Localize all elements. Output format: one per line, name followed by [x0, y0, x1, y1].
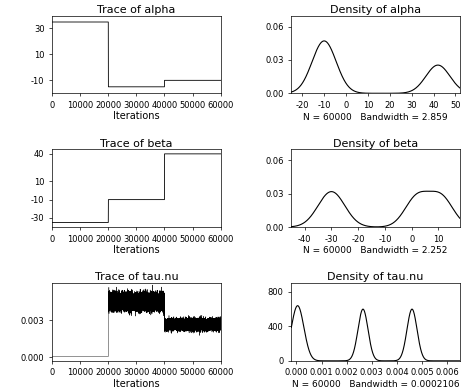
X-axis label: Iterations: Iterations	[113, 245, 160, 255]
Title: Density of tau.nu: Density of tau.nu	[328, 272, 424, 282]
Title: Trace of beta: Trace of beta	[100, 139, 173, 149]
Title: Trace of tau.nu: Trace of tau.nu	[94, 272, 178, 282]
X-axis label: N = 60000   Bandwidth = 2.859: N = 60000 Bandwidth = 2.859	[303, 113, 448, 122]
Title: Density of beta: Density of beta	[333, 139, 418, 149]
X-axis label: Iterations: Iterations	[113, 111, 160, 121]
Title: Density of alpha: Density of alpha	[330, 5, 421, 15]
X-axis label: Iterations: Iterations	[113, 379, 160, 388]
X-axis label: N = 60000   Bandwidth = 2.252: N = 60000 Bandwidth = 2.252	[303, 246, 448, 255]
X-axis label: N = 60000   Bandwidth = 0.0002106: N = 60000 Bandwidth = 0.0002106	[292, 380, 459, 388]
Title: Trace of alpha: Trace of alpha	[97, 5, 175, 15]
